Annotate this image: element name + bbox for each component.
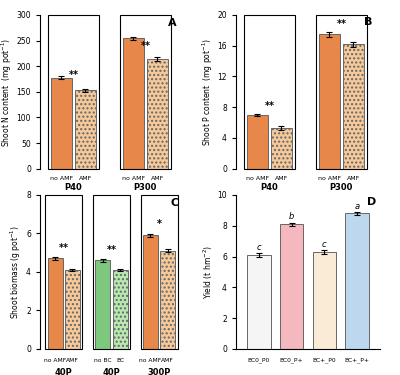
Text: C: C [170,198,178,208]
Text: no BC: no BC [94,358,112,363]
Text: AMF: AMF [66,358,79,363]
Bar [312,252,336,349]
Y-axis label: Shoot biomass (g pot$^{-1}$): Shoot biomass (g pot$^{-1}$) [9,225,23,319]
Text: **: ** [140,41,150,51]
Bar [141,195,178,349]
Bar [160,251,175,349]
Bar [65,270,80,349]
Text: BC+_P0: BC+_P0 [312,357,336,363]
Text: c: c [322,240,327,249]
Bar [319,34,340,169]
Y-axis label: Shoot P content  (mg pot$^{-1}$): Shoot P content (mg pot$^{-1}$) [200,38,214,146]
Bar [46,195,82,349]
Y-axis label: Yield (t hm$^{-2}$): Yield (t hm$^{-2}$) [201,245,214,299]
Text: no AMF: no AMF [122,176,145,181]
Bar [280,224,304,349]
Text: 40P: 40P [102,368,120,375]
Text: no AMF: no AMF [246,176,269,181]
Bar [345,213,369,349]
Text: **: ** [68,69,78,80]
Text: **: ** [59,243,69,253]
Text: **: ** [264,101,274,111]
Text: P40: P40 [64,183,82,192]
Text: no AMF: no AMF [44,358,66,363]
Text: BC: BC [116,358,124,363]
Bar [51,78,72,169]
Bar [244,15,295,169]
Text: **: ** [106,244,116,255]
Text: BC+_P+: BC+_P+ [345,357,370,363]
Bar [343,44,364,169]
Bar [112,270,128,349]
Bar [247,255,271,349]
Text: c: c [256,243,261,252]
Text: *: * [156,219,162,229]
Bar [95,260,110,349]
Text: A: A [168,18,176,28]
Text: no AMF: no AMF [318,176,341,181]
Text: a: a [355,201,360,210]
Bar [48,258,63,349]
Text: B: B [364,17,372,27]
Text: BC0_P0: BC0_P0 [248,357,270,363]
Text: no AMF: no AMF [50,176,73,181]
Text: P40: P40 [260,183,278,192]
Text: 300P: 300P [148,368,171,375]
Bar [48,15,99,169]
Text: AMF: AMF [151,176,164,181]
Text: no AMF: no AMF [139,358,162,363]
Text: 40P: 40P [55,368,73,375]
Text: AMF: AMF [275,176,288,181]
Text: AMF: AMF [347,176,360,181]
Bar [316,15,367,169]
Text: P300: P300 [134,183,157,192]
Text: AMF: AMF [161,358,174,363]
Text: D: D [367,197,376,207]
Text: BC0_P+: BC0_P+ [280,357,304,363]
Text: **: ** [336,18,346,28]
Bar [247,115,268,169]
Bar [271,128,292,169]
Text: b: b [289,212,294,221]
Text: AMF: AMF [79,176,92,181]
Text: P300: P300 [330,183,353,192]
Bar [93,195,130,349]
Bar [147,58,168,169]
Bar [143,236,158,349]
Bar [123,38,144,169]
Y-axis label: Shoot N content  (mg pot$^{-1}$): Shoot N content (mg pot$^{-1}$) [0,37,14,147]
Bar [75,90,96,169]
Bar [120,15,171,169]
